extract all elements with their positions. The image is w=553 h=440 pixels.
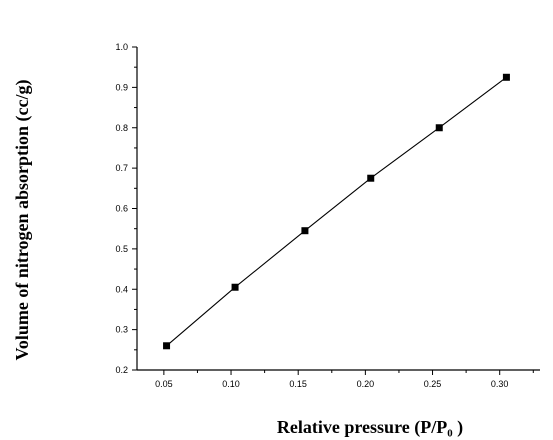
y-tick-label: 0.3 xyxy=(115,325,128,335)
y-tick-label: 0.9 xyxy=(115,82,128,92)
data-point xyxy=(435,124,443,132)
data-point xyxy=(231,283,239,291)
x-tick-label: 0.25 xyxy=(424,379,442,389)
data-point xyxy=(502,73,510,81)
series-line xyxy=(166,76,507,347)
data-point xyxy=(367,174,375,182)
x-tick-label: 0.30 xyxy=(491,379,509,389)
y-tick-label: 1.0 xyxy=(115,42,128,52)
y-tick-label: 0.2 xyxy=(115,365,128,375)
x-axis-title: Relative pressure (P/P₀ ) xyxy=(277,417,463,438)
data-point xyxy=(163,342,171,350)
data-point xyxy=(301,227,309,235)
x-tick-label: 0.10 xyxy=(222,379,240,389)
y-tick-label: 0.7 xyxy=(115,163,128,173)
y-axis-title: Volume of nitrogen absorption (cc/g) xyxy=(12,79,33,360)
y-tick-label: 0.5 xyxy=(115,244,128,254)
x-tick-label: 0.05 xyxy=(155,379,173,389)
x-tick-label: 0.15 xyxy=(289,379,307,389)
x-tick-label: 0.20 xyxy=(357,379,375,389)
y-tick-label: 0.8 xyxy=(115,123,128,133)
y-tick-label: 0.4 xyxy=(115,284,128,294)
y-tick-label: 0.6 xyxy=(115,204,128,214)
